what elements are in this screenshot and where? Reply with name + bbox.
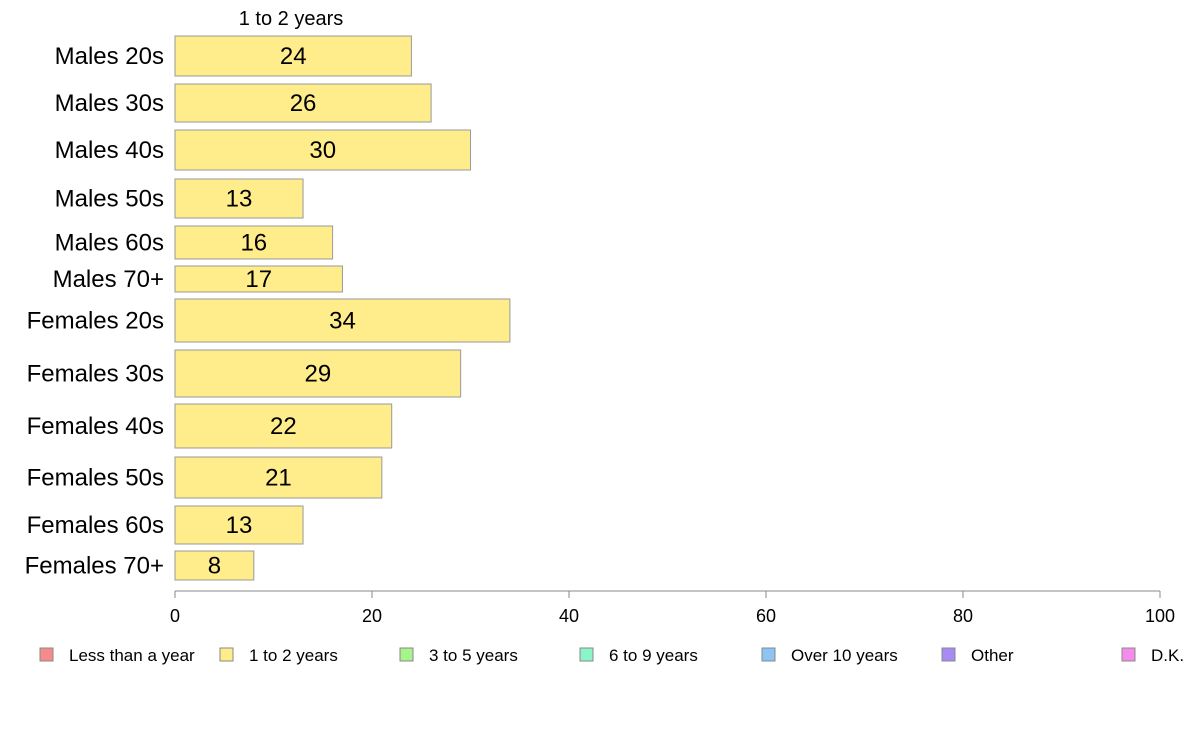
category-label: Females 60s (27, 512, 164, 539)
legend-swatch (579, 647, 594, 662)
bar (174, 456, 383, 499)
bar-value-label: 13 (226, 186, 253, 213)
bar-value-label: 24 (280, 43, 307, 70)
bar (174, 265, 343, 293)
category-label: Males 70+ (53, 266, 164, 293)
legend-label: 1 to 2 years (249, 646, 338, 665)
bar (174, 129, 471, 171)
legend-label: 6 to 9 years (609, 646, 698, 665)
bar-value-label: 13 (226, 512, 253, 539)
bar (174, 550, 255, 581)
bar (174, 83, 432, 123)
bar (174, 403, 393, 449)
legend-item: 6 to 9 years (579, 646, 698, 665)
legend-label: 3 to 5 years (429, 646, 518, 665)
bars-layer: Males 20s 24 Males 30s 26 Males 40s 30 Males 5… (25, 35, 511, 581)
category-label: Females 30s (27, 361, 164, 388)
bar (174, 505, 304, 545)
legend-swatch (219, 647, 234, 662)
bar-value-label: 8 (208, 553, 221, 580)
legend-swatch (1121, 647, 1136, 662)
x-tick-label: 60 (756, 606, 776, 626)
category-label: Females 20s (27, 308, 164, 335)
legend: Less than a year 1 to 2 years 3 to 5 years… (39, 646, 1184, 665)
category-label: Males 50s (55, 186, 164, 213)
bar-value-label: 16 (240, 230, 267, 257)
category-label: Females 40s (27, 413, 164, 440)
category-label: Males 60s (55, 230, 164, 257)
category-label: Males 20s (55, 43, 164, 70)
bar-value-label: 34 (329, 308, 356, 335)
legend-item: 3 to 5 years (399, 646, 518, 665)
legend-label: Other (971, 646, 1014, 665)
bar-value-label: 22 (270, 413, 297, 440)
legend-label: Over 10 years (791, 646, 898, 665)
bar-value-label: 26 (290, 90, 317, 117)
x-tick-label: 20 (362, 606, 382, 626)
bar-value-label: 17 (245, 266, 272, 293)
bar (174, 178, 304, 219)
bar-value-label: 29 (304, 361, 331, 388)
category-label: Males 30s (55, 90, 164, 117)
legend-item: Other (941, 646, 1014, 665)
legend-item: Over 10 years (761, 646, 898, 665)
x-tick-label: 100 (1145, 606, 1175, 626)
legend-swatch (761, 647, 776, 662)
category-label: Females 70+ (25, 553, 164, 580)
legend-swatch (39, 647, 54, 662)
bar-value-label: 30 (309, 137, 336, 164)
bar (174, 349, 462, 398)
x-tick-label: 0 (170, 606, 180, 626)
bar (174, 298, 511, 343)
bar (174, 35, 412, 77)
series-title: 1 to 2 years (239, 8, 344, 30)
legend-item: 1 to 2 years (219, 646, 338, 665)
legend-item: D.K. (1121, 646, 1184, 665)
legend-label: D.K. (1151, 646, 1184, 665)
x-tick-label: 40 (559, 606, 579, 626)
legend-item: Less than a year (39, 646, 195, 665)
x-tick-label: 80 (953, 606, 973, 626)
category-label: Males 40s (55, 137, 164, 164)
bar-value-label: 21 (265, 465, 292, 492)
category-label: Females 50s (27, 465, 164, 492)
x-axis: 0 20 40 60 80 100 (170, 590, 1175, 626)
bar (174, 225, 334, 260)
legend-label: Less than a year (69, 646, 195, 665)
legend-swatch (399, 647, 414, 662)
legend-swatch (941, 647, 956, 662)
